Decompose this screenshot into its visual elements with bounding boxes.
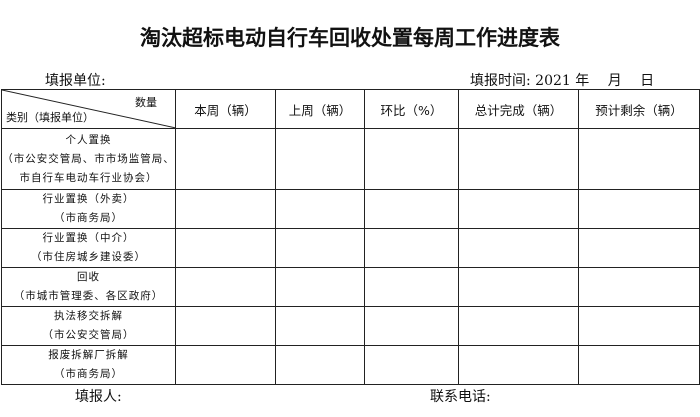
category-line: （市住房城乡建设委） bbox=[31, 251, 146, 263]
column-header: 上周（辆） bbox=[275, 89, 365, 129]
corner-header: 数量 类别（填报单位） bbox=[1, 89, 176, 129]
table-row: 个人置换 （市公安交管局、市市场监管局、 市自行车电动车行业协会） bbox=[1, 128, 700, 190]
value-cell[interactable] bbox=[275, 228, 365, 268]
value-cell[interactable] bbox=[175, 189, 276, 229]
value-cell[interactable] bbox=[275, 306, 365, 346]
table-row: 回收 （市城市管理委、各区政府） bbox=[1, 267, 700, 307]
value-cell[interactable] bbox=[578, 189, 700, 229]
value-cell[interactable] bbox=[458, 228, 579, 268]
progress-table: 数量 类别（填报单位） 本周（辆） 上周（辆） 环比（%） 总计完成（辆） 预计… bbox=[1, 89, 700, 385]
value-cell[interactable] bbox=[578, 306, 700, 346]
category-line: 报废拆解厂拆解 bbox=[48, 349, 129, 361]
column-header: 本周（辆） bbox=[175, 89, 276, 129]
corner-bottom-label: 类别（填报单位） bbox=[6, 111, 94, 124]
value-cell[interactable] bbox=[175, 345, 276, 385]
category-cell: 行业置换（中介） （市住房城乡建设委） bbox=[1, 228, 176, 268]
phone-label: 联系电话: bbox=[430, 389, 491, 405]
category-cell: 行业置换（外卖） （市商务局） bbox=[1, 189, 176, 229]
value-cell[interactable] bbox=[458, 306, 579, 346]
value-cell[interactable] bbox=[458, 189, 579, 229]
header-row: 数量 类别（填报单位） 本周（辆） 上周（辆） 环比（%） 总计完成（辆） 预计… bbox=[1, 89, 700, 129]
value-cell[interactable] bbox=[458, 345, 579, 385]
category-line: 行业置换（外卖） bbox=[42, 193, 135, 205]
table-row: 行业置换（中介） （市住房城乡建设委） bbox=[1, 228, 700, 268]
value-cell[interactable] bbox=[364, 228, 459, 268]
value-cell[interactable] bbox=[175, 128, 276, 190]
column-header: 环比（%） bbox=[364, 89, 459, 129]
table-row: 报废拆解厂拆解 （市商务局） bbox=[1, 345, 700, 385]
value-cell[interactable] bbox=[275, 189, 365, 229]
value-cell[interactable] bbox=[364, 345, 459, 385]
table-row: 行业置换（外卖） （市商务局） bbox=[1, 189, 700, 229]
category-line: （市城市管理委、各区政府） bbox=[13, 290, 164, 302]
category-cell: 报废拆解厂拆解 （市商务局） bbox=[1, 345, 176, 385]
category-line: （市商务局） bbox=[54, 368, 123, 380]
category-line: （市商务局） bbox=[54, 212, 123, 224]
column-header: 预计剩余（辆） bbox=[578, 89, 700, 129]
reporting-time-label: 填报时间: 2021 年 月 日 bbox=[470, 73, 655, 89]
category-line: 回收 bbox=[77, 271, 100, 283]
value-cell[interactable] bbox=[275, 267, 365, 307]
corner-top-label: 数量 bbox=[135, 96, 157, 109]
category-cell: 回收 （市城市管理委、各区政府） bbox=[1, 267, 176, 307]
value-cell[interactable] bbox=[275, 128, 365, 190]
value-cell[interactable] bbox=[364, 306, 459, 346]
column-header: 总计完成（辆） bbox=[458, 89, 579, 129]
value-cell[interactable] bbox=[578, 345, 700, 385]
value-cell[interactable] bbox=[578, 267, 700, 307]
value-cell[interactable] bbox=[578, 228, 700, 268]
value-cell[interactable] bbox=[364, 189, 459, 229]
value-cell[interactable] bbox=[175, 306, 276, 346]
category-line: 执法移交拆解 bbox=[54, 310, 123, 322]
category-line: 行业置换（中介） bbox=[42, 232, 135, 244]
category-line: （市公安交管局、市市场监管局、 bbox=[2, 152, 175, 165]
value-cell[interactable] bbox=[458, 267, 579, 307]
reporter-label: 填报人: bbox=[75, 389, 122, 405]
category-cell: 个人置换 （市公安交管局、市市场监管局、 市自行车电动车行业协会） bbox=[1, 128, 176, 190]
page-title: 淘汰超标电动自行车回收处置每周工作进度表 bbox=[140, 26, 560, 50]
category-line: （市公安交管局） bbox=[42, 329, 135, 341]
value-cell[interactable] bbox=[364, 128, 459, 190]
diagonal-line bbox=[2, 90, 176, 128]
category-cell: 执法移交拆解 （市公安交管局） bbox=[1, 306, 176, 346]
value-cell[interactable] bbox=[458, 128, 579, 190]
table-row: 执法移交拆解 （市公安交管局） bbox=[1, 306, 700, 346]
value-cell[interactable] bbox=[364, 267, 459, 307]
category-line: 市自行车电动车行业协会） bbox=[19, 171, 158, 184]
value-cell[interactable] bbox=[175, 228, 276, 268]
reporting-unit-label: 填报单位: bbox=[45, 73, 106, 89]
value-cell[interactable] bbox=[275, 345, 365, 385]
category-line: 个人置换 bbox=[65, 133, 112, 146]
value-cell[interactable] bbox=[175, 267, 276, 307]
value-cell[interactable] bbox=[578, 128, 700, 190]
